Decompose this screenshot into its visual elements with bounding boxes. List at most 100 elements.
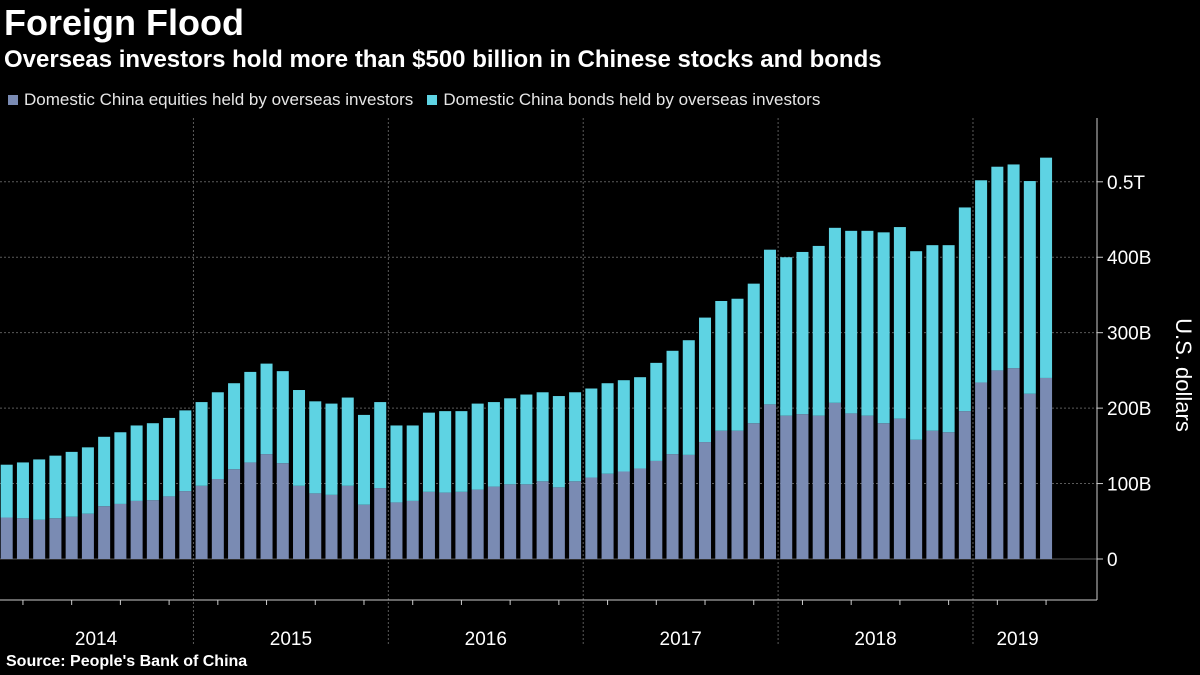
bar-equities bbox=[228, 469, 241, 559]
bar-bonds bbox=[585, 388, 598, 478]
bar-equities bbox=[536, 481, 549, 559]
bar-equities bbox=[0, 517, 13, 559]
bar-equities bbox=[195, 485, 208, 559]
bar-equities bbox=[731, 430, 744, 559]
bar-equities bbox=[260, 454, 273, 559]
bar-bonds bbox=[293, 390, 306, 486]
bar-equities bbox=[699, 442, 712, 559]
chart-subtitle: Overseas investors hold more than $500 b… bbox=[4, 46, 882, 73]
bar-equities bbox=[33, 519, 46, 559]
bar-bonds bbox=[731, 298, 744, 431]
bar-bonds bbox=[1040, 157, 1053, 378]
bar-equities bbox=[1040, 377, 1053, 559]
bar-bonds bbox=[601, 383, 614, 474]
bar-equities bbox=[16, 518, 29, 559]
y-axis-title: U.S. dollars bbox=[1171, 318, 1196, 432]
bar-equities bbox=[1007, 368, 1020, 559]
bar-bonds bbox=[926, 245, 939, 431]
bar-bonds bbox=[569, 392, 582, 482]
bar-bonds bbox=[763, 249, 776, 405]
bar-equities bbox=[276, 463, 289, 559]
bar-equities bbox=[390, 502, 403, 559]
bar-bonds bbox=[81, 447, 94, 514]
bar-bonds bbox=[617, 380, 630, 472]
bar-bonds bbox=[910, 251, 923, 440]
bar-equities bbox=[975, 382, 988, 559]
bar-bonds bbox=[163, 417, 176, 497]
bar-bonds bbox=[975, 180, 988, 383]
bar-bonds bbox=[504, 398, 517, 485]
bar-equities bbox=[926, 430, 939, 559]
bar-equities bbox=[682, 454, 695, 559]
bar-equities bbox=[146, 500, 159, 559]
bar-bonds bbox=[666, 350, 679, 455]
bar-equities bbox=[828, 402, 841, 559]
legend-item-equities: Domestic China equities held by overseas… bbox=[8, 90, 413, 110]
bar-equities bbox=[130, 500, 143, 559]
bar-equities bbox=[325, 494, 338, 559]
bar-equities bbox=[98, 506, 111, 559]
bar-bonds bbox=[341, 397, 354, 486]
bar-bonds bbox=[536, 392, 549, 482]
bar-bonds bbox=[796, 251, 809, 415]
bar-bonds bbox=[1023, 181, 1036, 394]
chart-title: Foreign Flood bbox=[4, 2, 244, 43]
x-year-label: 2017 bbox=[660, 629, 702, 650]
bar-equities bbox=[877, 423, 890, 559]
y-tick-label: 400B bbox=[1107, 248, 1151, 269]
y-tick-label: 200B bbox=[1107, 399, 1151, 420]
bar-equities bbox=[796, 414, 809, 559]
bar-equities bbox=[617, 471, 630, 559]
bar-bonds bbox=[780, 257, 793, 416]
bar-bonds bbox=[276, 371, 289, 464]
bar-bonds bbox=[942, 245, 955, 433]
bar-equities bbox=[520, 484, 533, 559]
bar-bonds bbox=[471, 403, 484, 490]
bar-bonds bbox=[828, 227, 841, 403]
bar-equities bbox=[293, 485, 306, 559]
bar-equities bbox=[958, 411, 971, 559]
bar-equities bbox=[487, 486, 500, 559]
bar-bonds bbox=[487, 402, 500, 487]
bar-bonds bbox=[374, 402, 387, 489]
bar-bonds bbox=[0, 464, 13, 518]
bar-bonds bbox=[845, 230, 858, 414]
x-year-label: 2016 bbox=[465, 629, 507, 650]
legend-label-equities: Domestic China equities held by overseas… bbox=[24, 90, 414, 109]
bar-equities bbox=[991, 370, 1004, 559]
bar-equities bbox=[747, 423, 760, 559]
bar-bonds bbox=[130, 425, 143, 501]
bar-equities bbox=[666, 454, 679, 559]
bar-bonds bbox=[195, 402, 208, 486]
bar-bonds bbox=[179, 410, 192, 492]
bar-bonds bbox=[16, 462, 29, 519]
legend-swatch-equities bbox=[8, 95, 18, 105]
legend: Domestic China equities held by overseas… bbox=[8, 90, 834, 110]
bar-bonds bbox=[699, 317, 712, 443]
x-year-label: 2019 bbox=[996, 629, 1038, 650]
bar-equities bbox=[504, 484, 517, 559]
bar-bonds bbox=[958, 207, 971, 412]
bar-equities bbox=[634, 468, 647, 559]
bar-bonds bbox=[1007, 164, 1020, 369]
bar-bonds bbox=[893, 227, 906, 419]
bar-bonds bbox=[357, 414, 370, 505]
bar-equities bbox=[309, 493, 322, 559]
bar-bonds bbox=[422, 412, 435, 492]
bar-bonds bbox=[244, 371, 257, 463]
bar-bonds bbox=[406, 425, 419, 501]
bar-bonds bbox=[260, 363, 273, 455]
bar-bonds bbox=[634, 377, 647, 469]
y-tick-label: 0 bbox=[1107, 550, 1118, 571]
bar-equities bbox=[1023, 393, 1036, 559]
bar-bonds bbox=[146, 423, 159, 501]
bar-bonds bbox=[991, 166, 1004, 371]
y-tick-label: 300B bbox=[1107, 324, 1151, 345]
bar-bonds bbox=[33, 459, 46, 520]
bar-equities bbox=[179, 491, 192, 559]
bar-equities bbox=[357, 504, 370, 559]
bar-equities bbox=[81, 513, 94, 559]
bar-equities bbox=[244, 462, 257, 559]
bar-equities bbox=[49, 518, 62, 559]
